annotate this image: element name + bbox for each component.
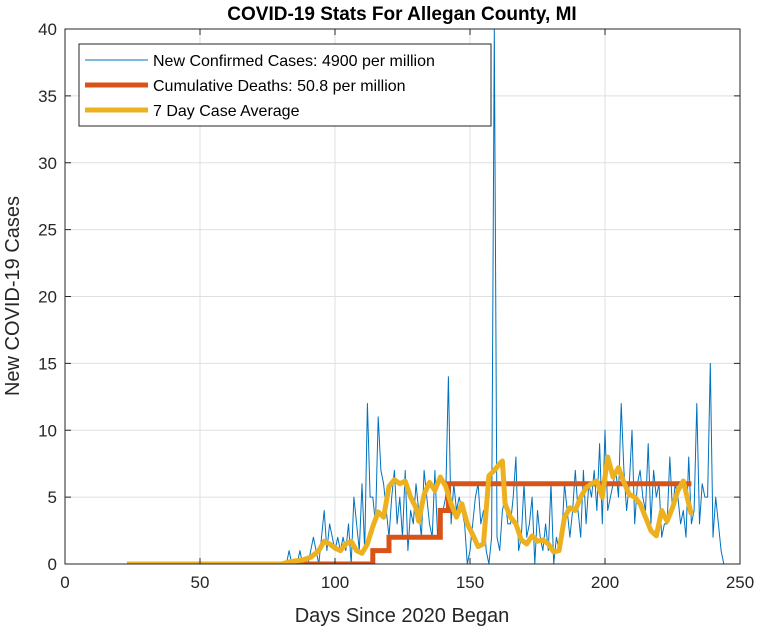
- legend-label-average: 7 Day Case Average: [153, 103, 300, 120]
- x-tick-label: 0: [60, 573, 69, 592]
- x-tick-label: 50: [191, 573, 210, 592]
- y-tick-label: 40: [38, 20, 57, 39]
- chart-title: COVID-19 Stats For Allegan County, MI: [227, 4, 576, 25]
- x-tick-label: 200: [591, 573, 619, 592]
- x-tick-label: 150: [456, 573, 484, 592]
- legend-label-new-cases: New Confirmed Cases: 4900 per million: [153, 53, 435, 70]
- series-line-average: [127, 454, 694, 564]
- legend-label-deaths: Cumulative Deaths: 50.8 per million: [153, 78, 406, 95]
- y-tick-label: 10: [38, 421, 57, 440]
- y-axis-label: New COVID-19 Cases: [2, 196, 24, 396]
- y-tick-label: 30: [38, 154, 57, 173]
- tick-layer: 0 50 100 150 200 250 0 5 10 15 20 25 30 35 40: [38, 20, 754, 592]
- x-tick-label: 100: [321, 573, 349, 592]
- series-layer: [127, 29, 725, 564]
- y-tick-label: 0: [48, 555, 57, 574]
- legend: New Confirmed Cases: 4900 per million Cu…: [78, 43, 492, 127]
- x-axis-label: Days Since 2020 Began: [295, 605, 510, 627]
- x-tick-label: 250: [726, 573, 754, 592]
- y-tick-label: 35: [38, 87, 57, 106]
- y-tick-label: 20: [38, 288, 57, 307]
- y-tick-label: 5: [48, 488, 57, 507]
- y-tick-label: 25: [38, 221, 57, 240]
- y-tick-label: 15: [38, 354, 57, 373]
